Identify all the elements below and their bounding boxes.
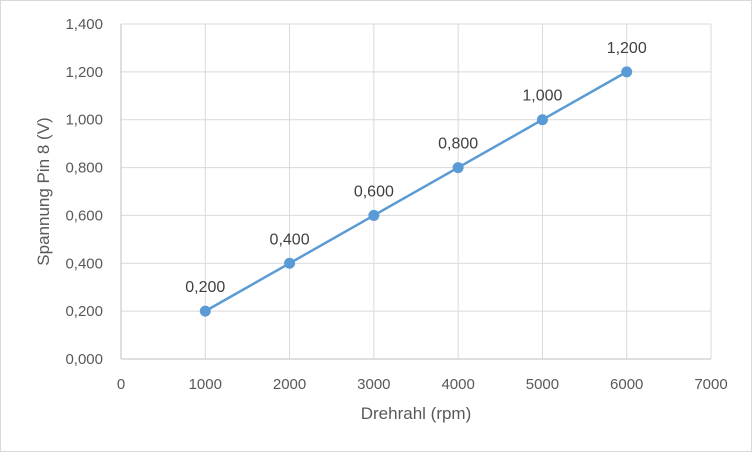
y-tick-label: 0,400 xyxy=(65,255,103,272)
data-point xyxy=(621,66,633,78)
x-tick-label: 0 xyxy=(117,376,125,393)
x-axis-title: Drehrahl (rpm) xyxy=(361,404,472,423)
data-labels: 0,200 0,400 0,600 0,800 1,000 1,200 xyxy=(185,40,647,296)
y-tick-label: 1,000 xyxy=(65,112,103,129)
y-tick-label: 0,200 xyxy=(65,303,103,320)
y-tick-label: 0,000 xyxy=(65,351,103,368)
data-label: 0,200 xyxy=(185,279,225,296)
x-tick-label: 1000 xyxy=(189,376,222,393)
data-point xyxy=(284,257,296,269)
series-layer xyxy=(199,66,633,317)
data-label: 0,400 xyxy=(270,231,310,248)
x-tick-label: 2000 xyxy=(273,376,306,393)
x-tick-label: 6000 xyxy=(610,376,643,393)
x-tick-label: 3000 xyxy=(357,376,390,393)
x-tick-label: 7000 xyxy=(694,376,727,393)
y-axis-title: Spannung Pin 8 (V) xyxy=(34,117,53,265)
data-label: 0,600 xyxy=(354,183,394,200)
data-label: 1,200 xyxy=(607,40,647,57)
y-tick-label: 1,200 xyxy=(65,64,103,81)
data-point xyxy=(536,114,548,126)
data-point xyxy=(368,209,380,221)
y-tick-label: 0,600 xyxy=(65,207,103,224)
y-tick-label: 1,400 xyxy=(65,16,103,33)
data-label: 1,000 xyxy=(522,88,562,105)
series-line xyxy=(204,70,628,313)
y-tick-label: 0,800 xyxy=(65,160,103,177)
axes xyxy=(120,24,711,360)
x-tick-label: 5000 xyxy=(526,376,559,393)
data-point xyxy=(199,305,211,317)
gridlines xyxy=(121,23,712,359)
x-tick-label: 4000 xyxy=(441,376,474,393)
data-label: 0,800 xyxy=(438,136,478,153)
data-point xyxy=(452,162,464,174)
tick-labels: 0 1000 2000 3000 4000 5000 6000 70000,0000,2000… xyxy=(65,16,727,393)
